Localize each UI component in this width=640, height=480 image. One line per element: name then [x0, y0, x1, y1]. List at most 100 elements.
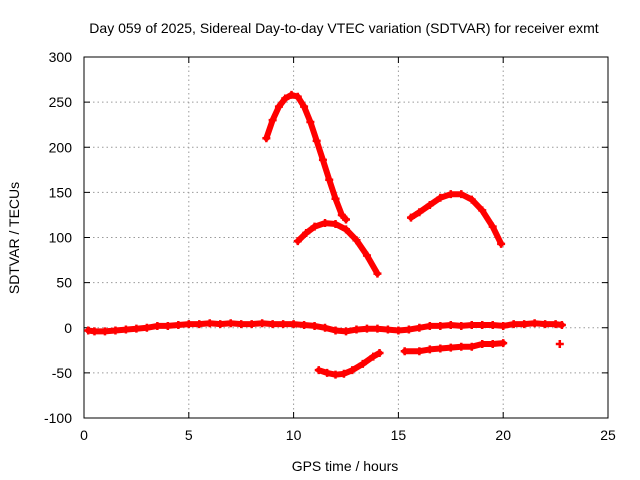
- x-axis-label: GPS time / hours: [292, 458, 399, 474]
- data-point: [100, 327, 109, 336]
- axis-ticks: 0 5 10 15 20 25 -100 -50 0 50 100 150 200 250 300: [44, 49, 616, 443]
- x-tick-label: 5: [185, 427, 193, 443]
- y-tick-label: -100: [44, 410, 72, 426]
- data-point: [478, 339, 487, 348]
- data-point: [557, 321, 566, 330]
- data-point: [352, 325, 361, 334]
- data-point: [478, 321, 487, 330]
- data-point: [293, 237, 302, 246]
- data-point: [425, 345, 434, 354]
- data-point: [499, 339, 508, 348]
- series-line: [263, 91, 349, 223]
- data-point: [306, 117, 315, 126]
- data-point: [258, 319, 267, 328]
- data-point: [436, 321, 445, 330]
- data-point: [352, 236, 361, 245]
- y-tick-label: 300: [49, 49, 73, 65]
- data-point: [488, 339, 497, 348]
- series-arc-3: [406, 190, 506, 248]
- data-point: [446, 321, 455, 330]
- data-point: [369, 352, 378, 361]
- data-point: [362, 251, 371, 260]
- data-point: [247, 320, 256, 329]
- data-point: [342, 327, 350, 336]
- data-point: [457, 342, 466, 351]
- series-dip-1: [314, 349, 384, 379]
- data-point: [268, 116, 277, 125]
- data-point: [394, 326, 403, 335]
- data-point: [415, 323, 424, 332]
- data-point: [121, 325, 130, 334]
- data-point: [497, 239, 506, 248]
- data-point: [163, 321, 172, 330]
- data-point: [457, 190, 466, 199]
- data-point: [331, 370, 340, 379]
- data-point: [331, 194, 340, 203]
- data-point: [226, 319, 235, 328]
- data-point: [400, 347, 409, 356]
- data-point: [436, 193, 445, 202]
- series-line: [401, 340, 507, 355]
- y-tick-label: -50: [52, 365, 72, 381]
- x-tick-label: 15: [391, 427, 407, 443]
- data-point: [436, 344, 445, 353]
- data-point: [142, 323, 151, 332]
- x-tick-label: 25: [600, 427, 616, 443]
- chart-title: Day 059 of 2025, Sidereal Day-to-day VTE…: [89, 20, 598, 36]
- data-point: [195, 320, 204, 329]
- data-point: [302, 228, 311, 237]
- series-outlier: [555, 339, 564, 348]
- data-point: [287, 90, 296, 99]
- data-point: [205, 319, 214, 328]
- data-point: [373, 324, 382, 333]
- data-point: [467, 195, 476, 204]
- data-point: [184, 320, 193, 329]
- data-point: [281, 94, 290, 103]
- data-point: [293, 92, 302, 101]
- data-point: [314, 366, 323, 375]
- data-point: [348, 366, 357, 375]
- data-point: [404, 325, 413, 334]
- data-point: [342, 225, 350, 234]
- data-point: [373, 269, 382, 278]
- data-point: [457, 321, 466, 330]
- series-arc-2: [293, 219, 382, 278]
- data-point: [279, 320, 288, 329]
- series-arc-1: [262, 90, 350, 224]
- data-point: [362, 324, 371, 333]
- data-point: [488, 321, 497, 330]
- data-point: [478, 206, 487, 215]
- data-point: [541, 320, 550, 329]
- data-point: [111, 326, 120, 335]
- data-point: [268, 320, 277, 329]
- y-axis-label: SDTVAR / TECUs: [6, 182, 22, 294]
- x-tick-label: 10: [286, 427, 302, 443]
- data-point: [342, 215, 350, 224]
- data-point: [331, 219, 340, 228]
- data-series: [84, 90, 566, 379]
- data-point: [467, 321, 476, 330]
- y-tick-label: 250: [49, 94, 73, 110]
- data-point: [325, 175, 334, 184]
- y-tick-label: 0: [64, 320, 72, 336]
- data-point: [289, 320, 298, 329]
- y-tick-label: 200: [49, 139, 73, 155]
- data-point: [262, 134, 271, 143]
- y-tick-label: 100: [49, 230, 73, 246]
- data-point: [132, 324, 141, 333]
- data-point: [274, 102, 283, 111]
- data-point: [375, 349, 384, 358]
- data-point: [310, 321, 319, 330]
- x-tick-label: 0: [80, 427, 88, 443]
- data-point: [488, 222, 497, 231]
- plot-frame: [83, 56, 609, 419]
- grid-lines: [84, 57, 608, 418]
- data-point: [415, 347, 424, 356]
- data-point: [312, 136, 321, 145]
- data-point: [530, 319, 539, 328]
- data-point: [337, 210, 346, 219]
- data-point: [406, 213, 415, 222]
- data-point: [509, 320, 518, 329]
- data-point: [415, 208, 424, 217]
- data-point: [310, 222, 319, 231]
